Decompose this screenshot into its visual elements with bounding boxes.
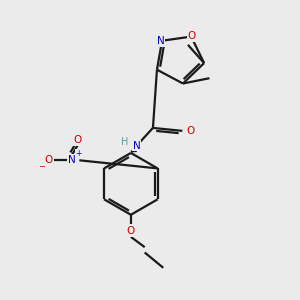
- Text: O: O: [44, 155, 52, 165]
- Text: O: O: [127, 226, 135, 236]
- Text: N: N: [157, 36, 164, 46]
- Text: −: −: [38, 162, 45, 171]
- Text: N: N: [133, 141, 141, 151]
- Text: N: N: [68, 155, 76, 165]
- Text: O: O: [187, 126, 195, 136]
- Text: +: +: [75, 149, 82, 158]
- Text: O: O: [74, 135, 82, 145]
- Text: H: H: [121, 137, 128, 147]
- Text: O: O: [188, 31, 196, 41]
